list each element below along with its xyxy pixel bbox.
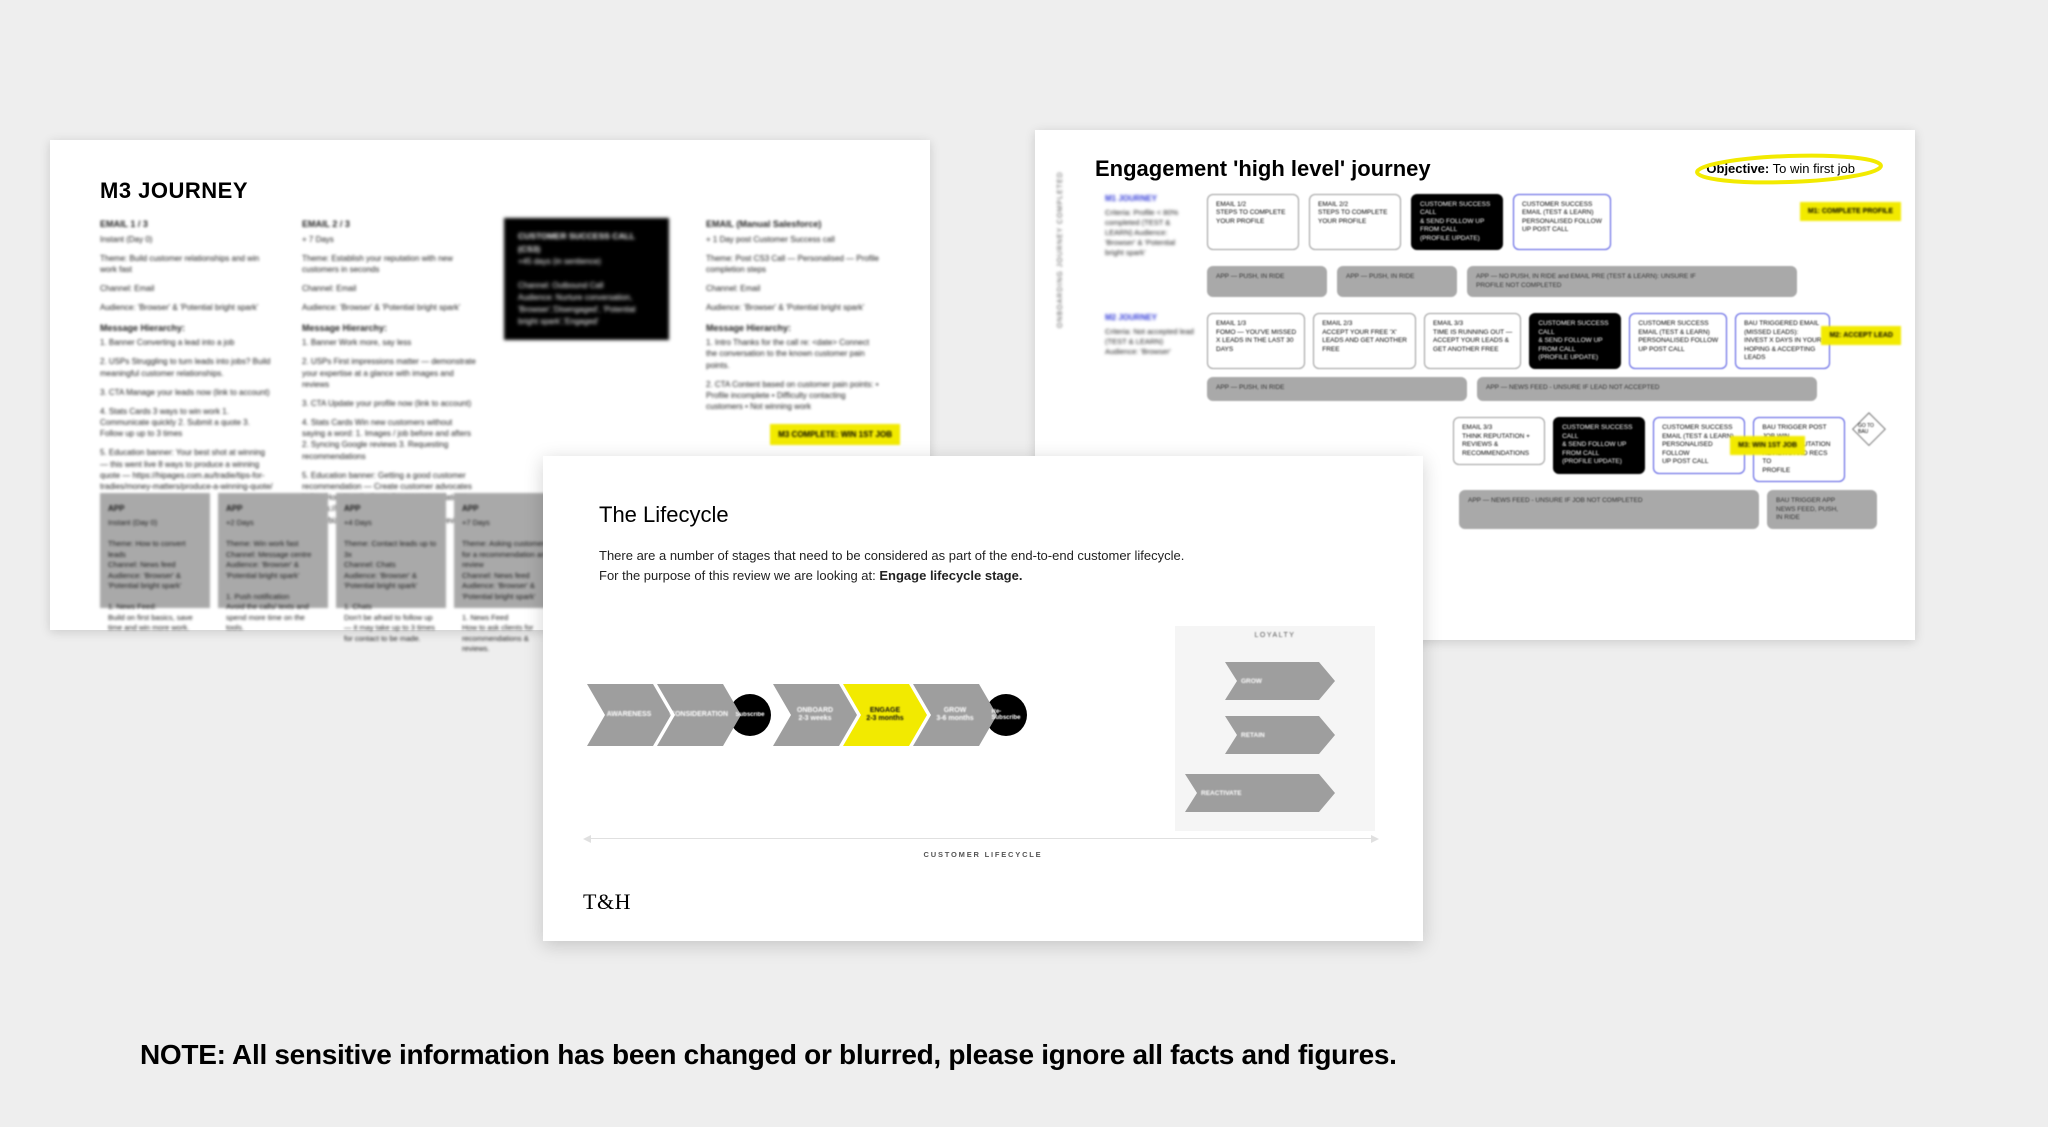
loyalty-tag-reactivate: REACTIVATE [1185, 774, 1335, 812]
journey-box-grey: APP — PUSH, IN RIDE [1207, 377, 1467, 401]
slide-lifecycle: The Lifecycle There are a number of stag… [543, 456, 1423, 941]
lifecycle-diagram: AWARENESSCONSIDERATIONSubscribeONBOARD2-… [573, 606, 1393, 861]
journey-box: CUSTOMER SUCCESSCALL& SEND FOLLOW UPFROM… [1529, 313, 1621, 369]
axis-arrow-right-icon [1371, 835, 1379, 843]
slide2-objective: Objective: To win first job [1706, 160, 1855, 178]
journey-box: CUSTOMER SUCCESSEMAIL (TEST & LEARN)PERS… [1513, 194, 1611, 250]
loyalty-tag-retain: RETAIN [1225, 716, 1335, 754]
axis-arrow-left-icon [583, 835, 591, 843]
journey-box-grey: APP — NO PUSH, IN RIDE and EMAIL PRE (TE… [1467, 266, 1797, 297]
slide2-m1-row: M1 JOURNEY Criteria: Profile < 80% compl… [1105, 194, 1881, 258]
journey-box: EMAIL 1/2STEPS TO COMPLETEYOUR PROFILE [1207, 194, 1299, 250]
journey-box: EMAIL 3/3TIME IS RUNNING OUT —ACCEPT YOU… [1424, 313, 1521, 369]
slide3-description: There are a number of stages that need t… [599, 546, 1367, 586]
disclaimer-note: NOTE: All sensitive information has been… [140, 1039, 1397, 1071]
journey-box: EMAIL 2/3ACCEPT YOUR FREE 'X'LEADS AND G… [1313, 313, 1416, 369]
journey-box: EMAIL 3/3THINK REPUTATION +REVIEWS &RECO… [1453, 417, 1545, 465]
journey-box: CUSTOMER SUCCESSCALL& SEND FOLLOW UPFROM… [1553, 417, 1645, 473]
milestone-tag: M2: ACCEPT LEAD [1821, 326, 1901, 345]
journey-box-grey: APP — NEWS FEED - UNSURE IF JOB NOT COMP… [1459, 490, 1759, 529]
journey-box-grey: APP — PUSH, IN RIDE [1337, 266, 1457, 297]
slide3-title: The Lifecycle [599, 502, 1367, 528]
milestone-tag: M1: COMPLETE PROFILE [1800, 202, 1901, 221]
slide2-title: Engagement 'high level' journey [1095, 156, 1431, 182]
journey-box: BAU TRIGGERED EMAIL(MISSED LEADS):INVEST… [1735, 313, 1830, 369]
brand-logo: T&H [583, 889, 631, 915]
journey-box: EMAIL 1/3FOMO — YOU'VE MISSEDX LEADS IN … [1207, 313, 1305, 369]
slide1-black-callout: CUSTOMER SUCCESS CALL (CS3) +45 days (in… [504, 218, 669, 340]
slide1-col1: EMAIL 1 / 3 Instant (Day 0) Theme: Build… [100, 218, 274, 534]
slide1-title: M3 JOURNEY [100, 178, 930, 204]
journey-box: EMAIL 2/2STEPS TO COMPLETEYOUR PROFILE [1309, 194, 1401, 250]
axis-label: CUSTOMER LIFECYCLE [573, 850, 1393, 859]
slide2-left-axis: ONBOARDING JOURNEY COMPLETED [1057, 171, 1064, 328]
slide1-card: APP+2 DaysTheme: Win work fastChannel: M… [218, 493, 328, 608]
slide2-m2-row: M2 JOURNEY Criteria: Not accepted lead (… [1105, 313, 1881, 369]
lifecycle-chevron: CONSIDERATION [657, 684, 741, 746]
slide1-card: APP+4 DaysTheme: Contact leads up to 3xC… [336, 493, 446, 608]
journey-box: CUSTOMER SUCCESSEMAIL (TEST & LEARN)PERS… [1629, 313, 1727, 369]
journey-box: CUSTOMER SUCCESSCALL& SEND FOLLOW UPFROM… [1411, 194, 1503, 250]
slide1-col2: EMAIL 2 / 3 + 7 Days Theme: Establish yo… [302, 218, 476, 534]
slide1-card: APPInstant (Day 0)Theme: How to convert … [100, 493, 210, 608]
loyalty-panel: LOYALTY GROW RETAIN REACTIVATE [1175, 626, 1375, 831]
decision-diamond: GO TO BAU [1852, 413, 1886, 447]
lifecycle-axis [587, 838, 1375, 839]
lifecycle-chevron: GROW3-6 months [913, 684, 997, 746]
milestone-tag: M3: WIN 1ST JOB [1730, 436, 1805, 455]
journey-box-grey: BAU TRIGGER APPNEWS FEED, PUSH,IN RIDE [1767, 490, 1877, 529]
journey-box-grey: APP — PUSH, IN RIDE [1207, 266, 1327, 297]
slide1-card-row: APPInstant (Day 0)Theme: How to convert … [50, 493, 614, 630]
journey-box-grey: APP — NEWS FEED - UNSURE IF LEAD NOT ACC… [1477, 377, 1817, 401]
loyalty-tag-grow: GROW [1225, 662, 1335, 700]
slide1-yellow-tag: M3 COMPLETE: WIN 1ST JOB [770, 424, 900, 445]
